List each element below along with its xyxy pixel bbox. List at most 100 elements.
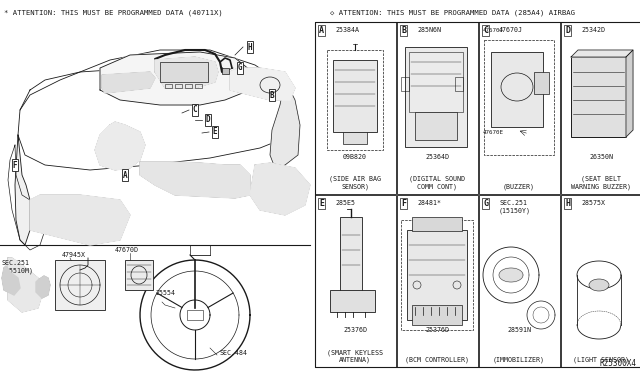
Bar	[401, 220, 473, 330]
Bar	[409, 52, 463, 112]
Polygon shape	[140, 162, 250, 198]
Bar	[187, 310, 203, 320]
Bar	[222, 68, 229, 74]
Text: * ATTENTION: THIS MUST BE PROGRAMMED DATA (40711X): * ATTENTION: THIS MUST BE PROGRAMMED DAT…	[4, 10, 223, 16]
Bar	[412, 305, 462, 325]
Polygon shape	[155, 57, 218, 88]
Text: (SEAT BELT
WARNING BUZZER): (SEAT BELT WARNING BUZZER)	[571, 176, 631, 190]
Text: A: A	[123, 170, 127, 180]
Text: 09B820: 09B820	[343, 154, 367, 160]
Polygon shape	[100, 52, 250, 105]
Text: 26350N: 26350N	[589, 154, 613, 160]
Text: 25554: 25554	[155, 290, 175, 296]
Text: 47670D: 47670D	[115, 247, 139, 253]
Text: (LIGHT SENSOR): (LIGHT SENSOR)	[573, 356, 629, 363]
Polygon shape	[30, 195, 130, 245]
Text: 25364D: 25364D	[425, 154, 449, 160]
Bar	[125, 260, 153, 290]
Bar	[491, 52, 543, 127]
Text: 25384A: 25384A	[335, 27, 359, 33]
Bar	[561, 22, 640, 194]
Text: 28481*: 28481*	[417, 200, 441, 206]
Text: 47945X: 47945X	[62, 252, 86, 258]
Polygon shape	[95, 122, 145, 170]
Bar	[479, 195, 560, 367]
Bar	[185, 84, 192, 88]
Text: G: G	[483, 199, 488, 208]
Text: B: B	[269, 90, 275, 99]
Text: C: C	[483, 26, 488, 35]
Text: 25376D: 25376D	[425, 327, 449, 333]
Text: E: E	[319, 199, 324, 208]
Text: 25342D: 25342D	[581, 27, 605, 33]
Polygon shape	[230, 68, 295, 100]
Text: (SIDE AIR BAG
SENSOR): (SIDE AIR BAG SENSOR)	[329, 176, 381, 190]
Text: 25376D: 25376D	[343, 327, 367, 333]
Text: H: H	[565, 199, 570, 208]
Text: SEC.484: SEC.484	[220, 350, 248, 356]
Bar	[412, 217, 462, 231]
Text: (DIGITAL SOUND
COMM CONT): (DIGITAL SOUND COMM CONT)	[409, 176, 465, 190]
Polygon shape	[270, 80, 300, 168]
Text: SEC.251
(15150Y): SEC.251 (15150Y)	[499, 200, 531, 214]
Polygon shape	[102, 72, 155, 93]
Text: C: C	[193, 106, 197, 115]
Bar	[455, 77, 463, 91]
Text: B: B	[401, 26, 406, 35]
Bar	[343, 132, 367, 144]
Bar	[165, 84, 172, 88]
Text: 47670J: 47670J	[499, 27, 523, 33]
Text: (IMMOBILIZER): (IMMOBILIZER)	[493, 356, 545, 363]
Bar	[401, 77, 409, 91]
Polygon shape	[2, 266, 20, 295]
Text: (BUZZER): (BUZZER)	[503, 183, 535, 190]
Bar	[397, 22, 478, 194]
Bar	[315, 22, 396, 194]
Text: 28591N: 28591N	[507, 327, 531, 333]
Bar	[327, 50, 383, 150]
Bar	[315, 22, 640, 367]
Bar	[333, 60, 377, 132]
Text: D: D	[205, 115, 211, 125]
Bar	[340, 217, 362, 307]
Text: A: A	[319, 26, 324, 35]
Bar	[397, 195, 478, 367]
Text: (BCM CONTROLLER): (BCM CONTROLLER)	[405, 356, 469, 363]
Polygon shape	[15, 135, 30, 245]
Polygon shape	[8, 258, 42, 312]
Text: D: D	[565, 26, 570, 35]
Text: 285E5: 285E5	[335, 200, 355, 206]
Bar	[571, 57, 626, 137]
Text: ◇ ATTENTION: THIS MUST BE PROGRAMMED DATA (285A4) AIRBAG: ◇ ATTENTION: THIS MUST BE PROGRAMMED DAT…	[330, 10, 575, 16]
Text: H: H	[248, 42, 252, 51]
Bar	[407, 230, 467, 320]
Text: R25300X4: R25300X4	[599, 359, 636, 368]
Bar	[415, 112, 457, 140]
Text: SEC.251: SEC.251	[2, 260, 30, 266]
Bar	[405, 47, 467, 147]
Bar	[195, 84, 202, 88]
Bar	[330, 290, 375, 312]
Text: 285N6N: 285N6N	[417, 27, 441, 33]
Polygon shape	[499, 268, 523, 282]
Bar	[561, 195, 640, 367]
Bar	[160, 62, 208, 82]
Bar	[315, 195, 396, 367]
Bar	[55, 260, 105, 310]
Polygon shape	[36, 276, 50, 298]
Polygon shape	[626, 50, 633, 137]
Text: E: E	[212, 128, 218, 137]
Text: 47670E: 47670E	[483, 130, 504, 135]
Polygon shape	[250, 163, 310, 215]
Text: (25510M): (25510M)	[2, 268, 34, 275]
Bar	[479, 22, 560, 194]
Bar	[484, 40, 554, 155]
Bar	[175, 84, 182, 88]
Polygon shape	[571, 50, 633, 57]
Text: (SMART KEYLESS
ANTENNA): (SMART KEYLESS ANTENNA)	[327, 349, 383, 363]
Text: G: G	[237, 64, 243, 73]
Text: 47670J: 47670J	[483, 28, 504, 33]
Text: F: F	[13, 160, 17, 170]
Text: 28575X: 28575X	[581, 200, 605, 206]
Ellipse shape	[589, 279, 609, 291]
